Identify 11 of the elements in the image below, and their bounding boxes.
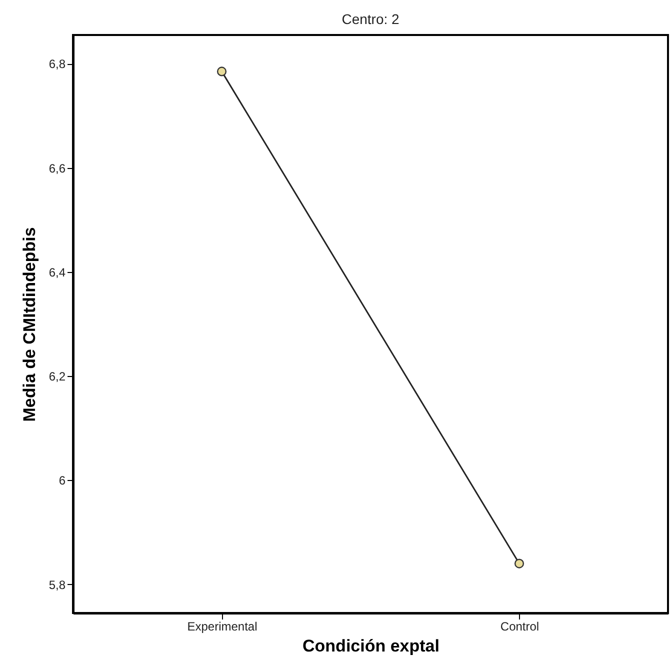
x-axis-title: Condición exptal: [302, 636, 440, 656]
chart-title: Centro: 2: [342, 11, 400, 27]
x-tick-label: Experimental: [187, 620, 258, 634]
y-axis-title: Media de CMItdindepbis: [20, 227, 39, 422]
x-tick-label: Control: [500, 620, 540, 634]
y-tick-label: 6: [58, 474, 66, 488]
y-tick-label: 6,2: [48, 370, 66, 384]
y-tick-label: 6,8: [48, 57, 66, 72]
y-tick-label: 6,6: [48, 161, 66, 176]
y-tick-label: 6,4: [48, 265, 66, 280]
y-tick-label: 5,8: [48, 578, 66, 592]
